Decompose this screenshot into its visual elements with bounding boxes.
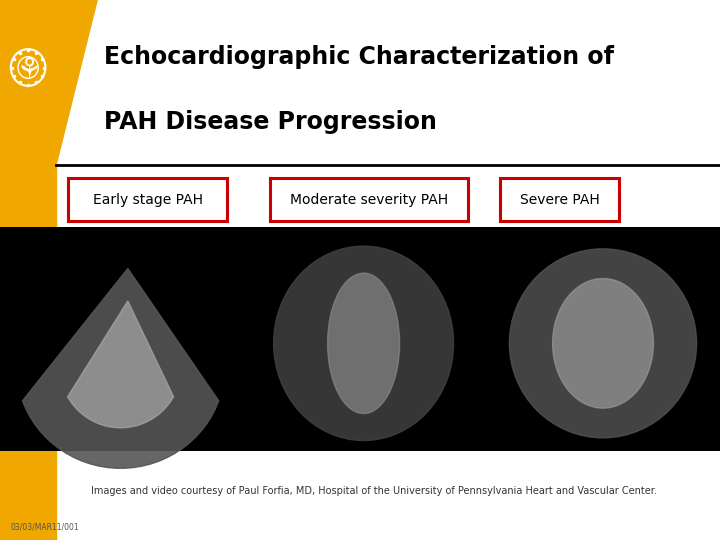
- FancyBboxPatch shape: [0, 227, 720, 451]
- Text: 03/03/MAR11/001: 03/03/MAR11/001: [11, 522, 79, 531]
- Text: ⚘: ⚘: [16, 56, 40, 84]
- Polygon shape: [0, 165, 56, 540]
- Text: 🏅: 🏅: [27, 67, 29, 68]
- Ellipse shape: [510, 249, 697, 438]
- Text: Moderate severity PAH: Moderate severity PAH: [290, 193, 448, 207]
- FancyBboxPatch shape: [68, 178, 227, 221]
- Ellipse shape: [553, 279, 654, 408]
- Text: Severe PAH: Severe PAH: [520, 193, 600, 207]
- Text: Echocardiographic Characterization of: Echocardiographic Characterization of: [104, 45, 614, 69]
- Ellipse shape: [274, 246, 454, 441]
- Ellipse shape: [328, 273, 400, 414]
- FancyBboxPatch shape: [500, 178, 619, 221]
- Text: Early stage PAH: Early stage PAH: [93, 193, 202, 207]
- FancyBboxPatch shape: [270, 178, 468, 221]
- Polygon shape: [68, 301, 174, 428]
- Text: PAH Disease Progression: PAH Disease Progression: [104, 110, 437, 133]
- Polygon shape: [22, 268, 219, 468]
- Text: Images and video courtesy of Paul Forfia, MD, Hospital of the University of Penn: Images and video courtesy of Paul Forfia…: [91, 487, 657, 496]
- Polygon shape: [0, 0, 97, 165]
